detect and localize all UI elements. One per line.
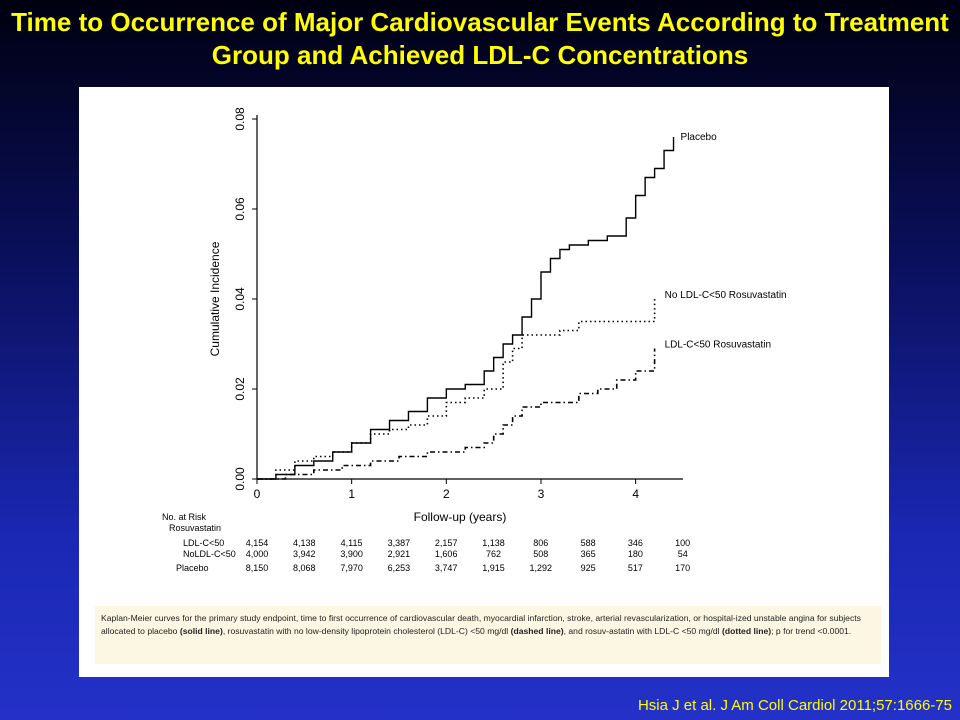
- x-tick-label: 2: [443, 487, 450, 501]
- series-line-2: [257, 348, 656, 480]
- risk-cell: 508: [533, 549, 548, 559]
- risk-table-group: Rosuvastatin: [169, 523, 221, 533]
- figure-panel: 0 1 2 3 4 0.00 0.02 0.04 0.06 0.08 Follow-up (year…: [79, 87, 889, 677]
- risk-cell: 1,606: [435, 549, 458, 559]
- y-axis-label: Cumulative Incidence: [208, 241, 222, 356]
- y-tick-label: 0.08: [233, 107, 247, 131]
- risk-cell: 2,157: [435, 538, 458, 548]
- risk-cell: 4,154: [246, 538, 269, 548]
- caption-text-3: , and rosuv-astatin with LDL-C <50 mg/dl: [563, 626, 722, 636]
- y-tick-label: 0.00: [233, 467, 247, 491]
- x-axis-label: Follow-up (years): [414, 510, 507, 524]
- caption-solid-line: (solid line): [179, 626, 223, 636]
- slide-title: Time to Occurrence of Major Cardiovascul…: [11, 7, 949, 70]
- y-tick-label: 0.06: [233, 197, 247, 221]
- risk-row-label: Placebo: [176, 563, 209, 573]
- risk-cell: 588: [581, 538, 596, 548]
- axes: 0 1 2 3 4 0.00 0.02 0.04 0.06 0.08 Follow-up (year…: [208, 107, 683, 524]
- legend-layer: Placebo No LDL-C<50 Rosuvastatin LDL-C<50 …: [665, 132, 787, 351]
- risk-cell: 4,138: [293, 538, 316, 548]
- risk-cell: 170: [675, 563, 690, 573]
- x-tick-label: 1: [348, 487, 355, 501]
- series-line-0: [257, 137, 675, 480]
- risk-cell: 3,387: [388, 538, 411, 548]
- risk-cell: 8,068: [293, 563, 316, 573]
- risk-cell: 365: [581, 549, 596, 559]
- series-layer: [257, 137, 675, 480]
- y-tick-label: 0.04: [233, 287, 247, 311]
- risk-cell: 3,942: [293, 549, 316, 559]
- risk-cell: 180: [628, 549, 643, 559]
- risk-row-label: NoLDL-C<50: [183, 549, 236, 559]
- figure-caption: Kaplan-Meier curves for the primary stud…: [95, 606, 881, 664]
- risk-cell: 1,292: [530, 563, 553, 573]
- risk-cell: 346: [628, 538, 643, 548]
- risk-cell: 1,138: [482, 538, 505, 548]
- series-label-0: Placebo: [681, 132, 718, 143]
- risk-table-header: No. at Risk: [162, 512, 207, 522]
- citation: Hsia J et al. J Am Coll Cardiol 2011;57:…: [637, 697, 952, 714]
- risk-cell: 8,150: [246, 563, 269, 573]
- risk-cell: 3,747: [435, 563, 458, 573]
- risk-cell: 54: [678, 549, 688, 559]
- caption-text-1: Kaplan-Meier curves for the primary stud…: [101, 613, 861, 636]
- risk-cell: 925: [581, 563, 596, 573]
- caption-dashed-line: (dashed line): [510, 626, 564, 636]
- y-tick-label: 0.02: [233, 377, 247, 401]
- caption-text-2: , rosuvastatin with no low-density lipop…: [222, 626, 511, 636]
- caption-dotted-line: (dotted line): [721, 626, 772, 636]
- risk-cell: 7,970: [340, 563, 363, 573]
- series-label-1: No LDL-C<50 Rosuvastatin: [665, 290, 787, 301]
- risk-cell: 6,253: [388, 563, 411, 573]
- risk-cell: 4,000: [246, 549, 269, 559]
- x-tick-label: 0: [254, 487, 261, 501]
- risk-cell: 3,900: [340, 549, 363, 559]
- risk-cell: 1,915: [482, 563, 505, 573]
- risk-row-label: LDL-C<50: [183, 538, 224, 548]
- caption-text-4: ; p for trend <0.0001.: [771, 626, 852, 636]
- x-tick-label: 4: [632, 487, 639, 501]
- kaplan-meier-chart: 0 1 2 3 4 0.00 0.02 0.04 0.06 0.08 Follow-up (year…: [162, 107, 787, 573]
- risk-cell: 100: [675, 538, 690, 548]
- risk-cell: 2,921: [388, 549, 411, 559]
- risk-cell: 806: [533, 538, 548, 548]
- x-tick-label: 3: [538, 487, 545, 501]
- series-label-2: LDL-C<50 Rosuvastatin: [665, 340, 771, 351]
- risk-cell: 4,115: [341, 538, 363, 548]
- risk-cell: 517: [628, 563, 643, 573]
- risk-cell: 762: [486, 549, 501, 559]
